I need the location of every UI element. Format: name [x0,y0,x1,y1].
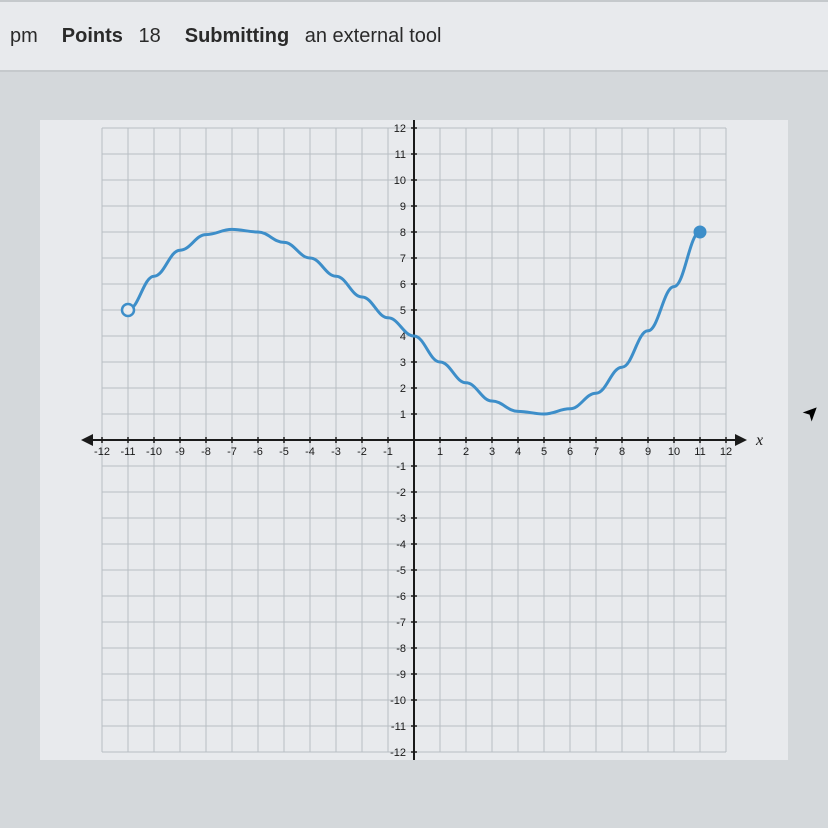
chart-container: -12-11-10-9-8-7-6-5-4-3-2-11234567891011… [40,120,788,760]
svg-text:-5: -5 [396,565,406,577]
svg-text:12: 12 [720,446,732,458]
svg-text:-1: -1 [383,446,393,458]
svg-text:-12: -12 [390,747,406,759]
svg-text:6: 6 [567,446,573,458]
svg-text:5: 5 [400,305,406,317]
svg-text:12: 12 [394,123,406,135]
svg-text:-5: -5 [279,446,289,458]
svg-text:2: 2 [463,446,469,458]
svg-text:8: 8 [400,227,406,239]
svg-text:10: 10 [394,175,406,187]
svg-text:6: 6 [400,279,406,291]
svg-text:11: 11 [395,149,406,161]
points-value: 18 [138,25,160,47]
svg-text:-7: -7 [396,617,406,629]
svg-text:-9: -9 [396,669,406,681]
coordinate-graph: -12-11-10-9-8-7-6-5-4-3-2-11234567891011… [40,120,788,760]
submitting-block: Submitting an external tool [185,25,442,48]
svg-text:-6: -6 [396,591,406,603]
svg-text:3: 3 [400,357,406,369]
points-block: Points 18 [62,25,161,48]
svg-text:-11: -11 [120,446,135,458]
svg-text:7: 7 [593,446,599,458]
time-suffix: pm [10,25,38,48]
svg-text:-7: -7 [227,446,237,458]
svg-text:9: 9 [645,446,651,458]
svg-text:-12: -12 [94,446,110,458]
header-bar: pm Points 18 Submitting an external tool [0,0,828,72]
svg-text:-11: -11 [391,721,406,733]
svg-text:1: 1 [400,409,406,421]
svg-text:-4: -4 [305,446,315,458]
svg-text:7: 7 [400,253,406,265]
submitting-value: an external tool [305,25,442,47]
svg-text:4: 4 [515,446,521,458]
svg-text:8: 8 [619,446,625,458]
svg-text:1: 1 [437,446,443,458]
svg-text:-10: -10 [146,446,162,458]
svg-text:-4: -4 [396,539,406,551]
svg-text:5: 5 [541,446,547,458]
svg-text:-10: -10 [390,695,406,707]
svg-text:-8: -8 [396,643,406,655]
svg-text:-2: -2 [396,487,406,499]
submitting-label: Submitting [185,25,289,47]
svg-text:-2: -2 [357,446,367,458]
svg-text:-8: -8 [201,446,211,458]
svg-text:x: x [755,432,763,449]
svg-text:2: 2 [400,383,406,395]
svg-text:-1: -1 [396,461,406,473]
svg-text:-9: -9 [175,446,185,458]
points-label: Points [62,25,123,47]
svg-text:10: 10 [668,446,680,458]
svg-text:3: 3 [489,446,495,458]
svg-text:-3: -3 [331,446,341,458]
svg-text:-6: -6 [253,446,263,458]
svg-text:11: 11 [694,446,705,458]
svg-text:-3: -3 [396,513,406,525]
svg-text:9: 9 [400,201,406,213]
cursor-icon: ➤ [797,398,827,428]
